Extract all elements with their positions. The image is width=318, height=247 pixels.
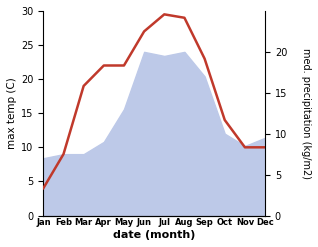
Y-axis label: max temp (C): max temp (C) [7,77,17,149]
X-axis label: date (month): date (month) [113,230,195,240]
Y-axis label: med. precipitation (kg/m2): med. precipitation (kg/m2) [301,48,311,179]
